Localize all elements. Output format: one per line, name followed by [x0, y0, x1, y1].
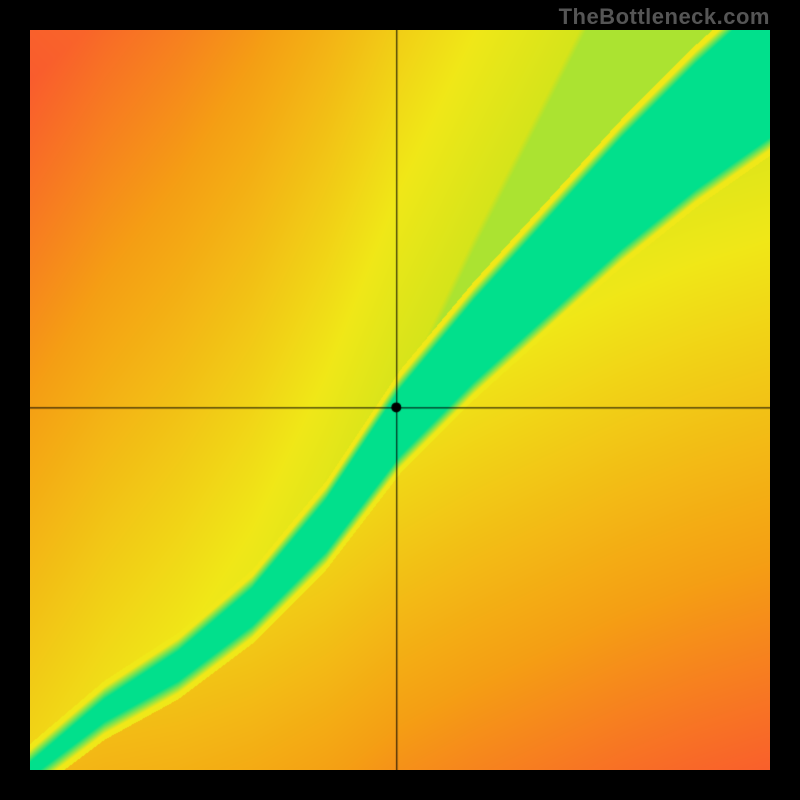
watermark-text: TheBottleneck.com: [559, 4, 770, 30]
stage: TheBottleneck.com: [0, 0, 800, 800]
crosshair-overlay: [30, 30, 770, 770]
